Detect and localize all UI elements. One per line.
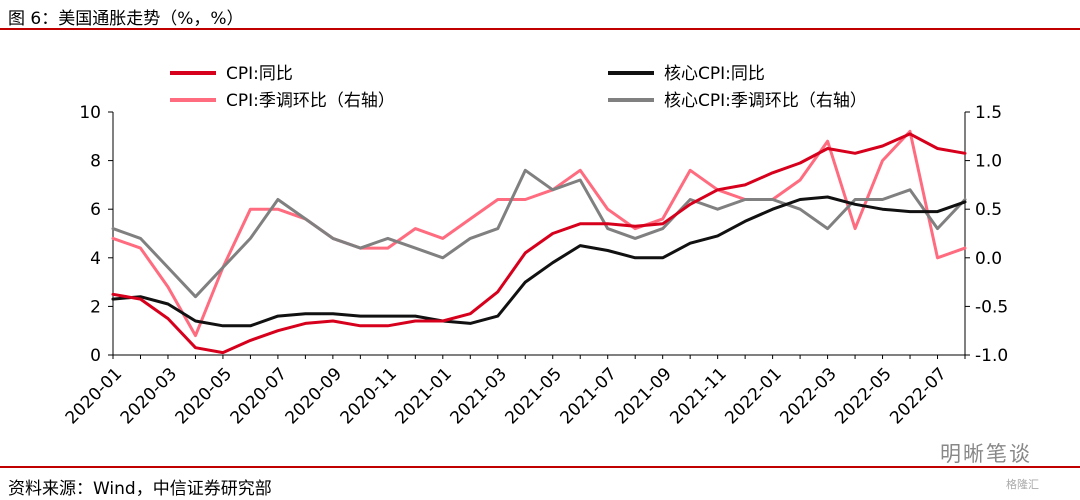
legend-label-1: CPI:同比	[226, 64, 293, 84]
x-tick-label: 2021-09	[611, 364, 675, 428]
watermark-logo: 格隆汇	[1006, 478, 1039, 491]
y-right-tick-label: 1.5	[975, 103, 1002, 123]
legend-label-2: 核心CPI:同比	[664, 64, 765, 84]
y-left-tick-label: 8	[90, 152, 101, 172]
y-left-tick-label: 0	[90, 346, 101, 366]
y-right-tick-label: -1.0	[975, 346, 1008, 366]
x-tick-label: 2020-01	[62, 364, 126, 428]
watermark-text: 明晰笔谈	[940, 442, 1032, 466]
series-line-4	[111, 168, 967, 299]
y-right-tick-label: 0.5	[975, 200, 1002, 220]
y-left-tick-label: 10	[79, 103, 101, 123]
series-line-3	[111, 129, 967, 338]
x-tick-label: 2022-05	[831, 364, 895, 428]
x-tick-label: 2021-05	[502, 364, 566, 428]
y-right-tick-label: -0.5	[975, 297, 1008, 317]
inflation-chart: 0246810-1.0-0.50.00.51.01.52020-012020-0…	[62, 64, 1008, 428]
y-left-tick-label: 2	[90, 297, 101, 317]
source-note: 资料来源：Wind，中信证券研究部	[8, 479, 272, 499]
x-tick-label: 2022-07	[886, 364, 950, 428]
x-tick-label: 2022-01	[721, 364, 785, 428]
legend-label-3: CPI:季调环比（右轴）	[226, 91, 395, 111]
y-right-tick-label: 0.0	[975, 249, 1002, 269]
x-tick-label: 2021-03	[447, 364, 511, 428]
x-tick-label: 2022-03	[776, 364, 840, 428]
x-tick-label: 2020-09	[282, 364, 346, 428]
figure-title: 图 6：美国通胀走势（%，%）	[8, 9, 244, 29]
x-tick-label: 2021-07	[556, 364, 620, 428]
x-tick-label: 2021-11	[666, 364, 730, 428]
x-tick-label: 2020-03	[117, 364, 181, 428]
legend-label-4: 核心CPI:季调环比（右轴）	[664, 91, 867, 111]
y-left-tick-label: 4	[90, 249, 101, 269]
y-left-tick-label: 6	[90, 200, 101, 220]
x-tick-label: 2020-07	[227, 364, 291, 428]
top-rule	[0, 28, 1080, 30]
bottom-rule	[0, 466, 1080, 468]
x-tick-label: 2020-11	[337, 364, 401, 428]
series-line-2	[111, 195, 967, 328]
series-line-1	[111, 132, 967, 355]
y-right-tick-label: 1.0	[975, 152, 1002, 172]
x-tick-label: 2021-01	[392, 364, 456, 428]
x-tick-label: 2020-05	[172, 364, 236, 428]
